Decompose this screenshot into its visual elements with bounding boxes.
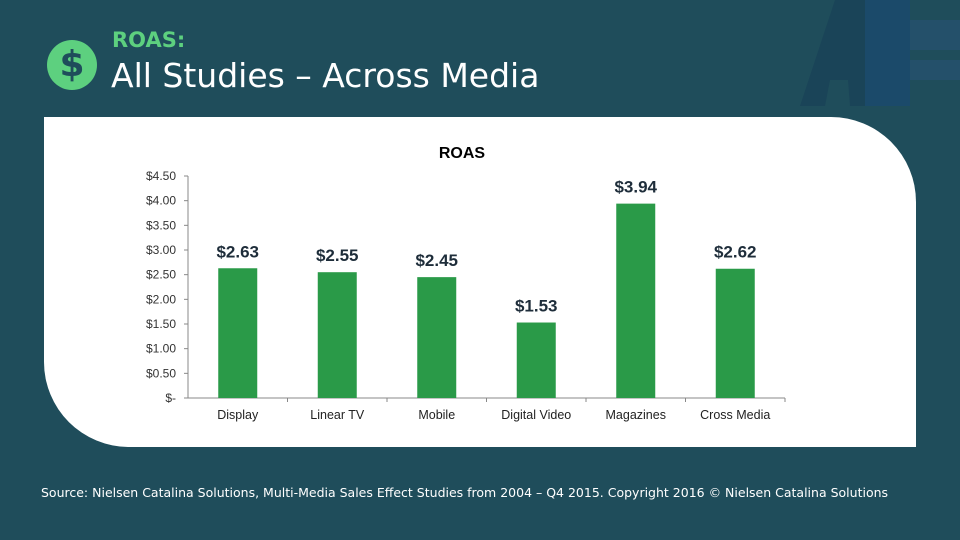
y-tick-label: $1.50: [146, 317, 176, 331]
dollar-icon: $: [47, 40, 97, 90]
y-tick-label: $-: [165, 391, 176, 405]
chart-panel: [44, 117, 916, 447]
data-label: $2.63: [216, 242, 259, 261]
bar: [516, 322, 556, 398]
y-tick-label: $0.50: [146, 366, 176, 380]
data-label: $2.62: [714, 243, 757, 262]
chart-title: ROAS: [439, 145, 486, 162]
data-label: $1.53: [515, 297, 558, 316]
y-tick-label: $2.50: [146, 268, 176, 282]
y-tick-label: $2.00: [146, 292, 176, 306]
data-label: $2.55: [316, 246, 359, 265]
x-tick-label: Magazines: [606, 408, 666, 422]
bar: [417, 277, 457, 398]
slide-title: All Studies – Across Media: [111, 56, 540, 95]
data-label: $2.45: [415, 251, 458, 270]
y-tick-label: $1.00: [146, 342, 176, 356]
x-tick-label: Mobile: [418, 408, 455, 422]
bar: [218, 268, 258, 398]
slide-kicker: ROAS:: [112, 28, 186, 52]
arf-logo: [800, 0, 960, 106]
y-tick-label: $3.00: [146, 243, 176, 257]
bar: [317, 272, 357, 398]
bar: [616, 203, 656, 398]
y-tick-label: $4.50: [146, 169, 176, 183]
data-label: $3.94: [614, 178, 657, 197]
source-note: Source: Nielsen Catalina Solutions, Mult…: [41, 485, 889, 500]
y-tick-label: $3.50: [146, 218, 176, 232]
y-tick-label: $4.00: [146, 194, 176, 208]
x-tick-label: Display: [217, 408, 259, 422]
x-tick-label: Linear TV: [310, 408, 365, 422]
x-tick-label: Cross Media: [700, 408, 770, 422]
bar: [715, 268, 755, 398]
x-tick-label: Digital Video: [501, 408, 571, 422]
